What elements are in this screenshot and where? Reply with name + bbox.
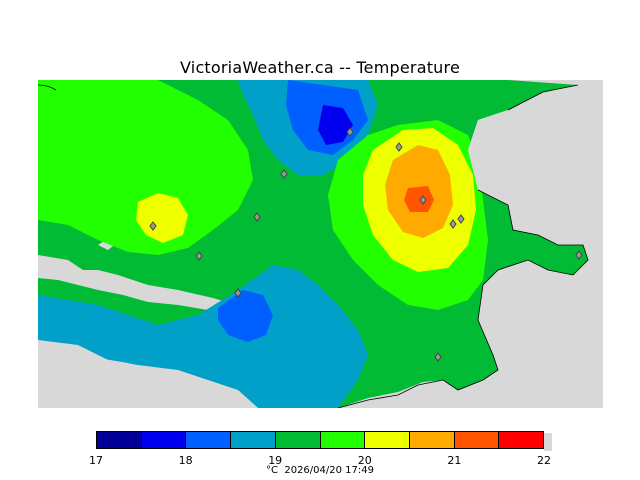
band-19-20-west — [38, 80, 253, 255]
legend-color-cell — [499, 432, 544, 448]
water-overlay-southwest — [38, 342, 258, 408]
station-marker[interactable] — [419, 195, 427, 205]
station-marker[interactable] — [449, 219, 457, 229]
water-overlay-southeast — [338, 240, 603, 408]
legend-tick: 20 — [357, 454, 372, 467]
legend-color-cell — [320, 432, 366, 448]
water-overlay-northeast — [468, 80, 603, 245]
legend-color-cell — [365, 432, 410, 448]
color-scale-legend — [96, 431, 544, 449]
coastline — [38, 84, 589, 408]
station-marker[interactable] — [575, 250, 583, 260]
legend-tick: 18 — [178, 454, 193, 467]
station-marker[interactable] — [234, 288, 242, 298]
map-title: VictoriaWeather.ca -- Temperature — [180, 58, 460, 77]
station-marker[interactable] — [149, 221, 157, 231]
band-20-west-hotspot — [136, 193, 188, 243]
legend-tick: 22 — [537, 454, 551, 467]
legend-tick: 21 — [447, 454, 462, 467]
temperature-map — [38, 80, 603, 408]
station-markers — [149, 127, 583, 362]
legend-color-cell — [275, 432, 321, 448]
legend-color-cell — [454, 432, 500, 448]
station-marker[interactable] — [395, 142, 403, 152]
station-marker[interactable] — [346, 127, 354, 137]
unit-label: °C — [266, 465, 278, 476]
band-17-18-south — [218, 290, 273, 342]
timestamp-footer: °C 2026/04/20 17:49 — [0, 465, 640, 476]
station-marker[interactable] — [253, 212, 261, 222]
legend-tick: 17 — [89, 454, 103, 467]
legend-shadow — [544, 433, 552, 451]
legend-color-cell — [231, 432, 276, 448]
legend-color-cell — [97, 432, 142, 448]
band-below-18-north-core — [318, 105, 353, 145]
band-21-22-east-core — [404, 186, 434, 212]
band-18-19-south — [38, 265, 368, 408]
station-marker[interactable] — [280, 169, 288, 179]
harbour-inlet — [38, 255, 278, 355]
datetime-label: 2026/04/20 17:49 — [284, 465, 374, 476]
station-marker[interactable] — [195, 251, 203, 261]
legend-color-cell — [409, 432, 455, 448]
station-marker[interactable] — [434, 352, 442, 362]
legend-color-cell — [186, 432, 232, 448]
station-marker[interactable] — [457, 214, 465, 224]
legend-color-cell — [141, 432, 187, 448]
legend-tick: 19 — [268, 454, 283, 467]
